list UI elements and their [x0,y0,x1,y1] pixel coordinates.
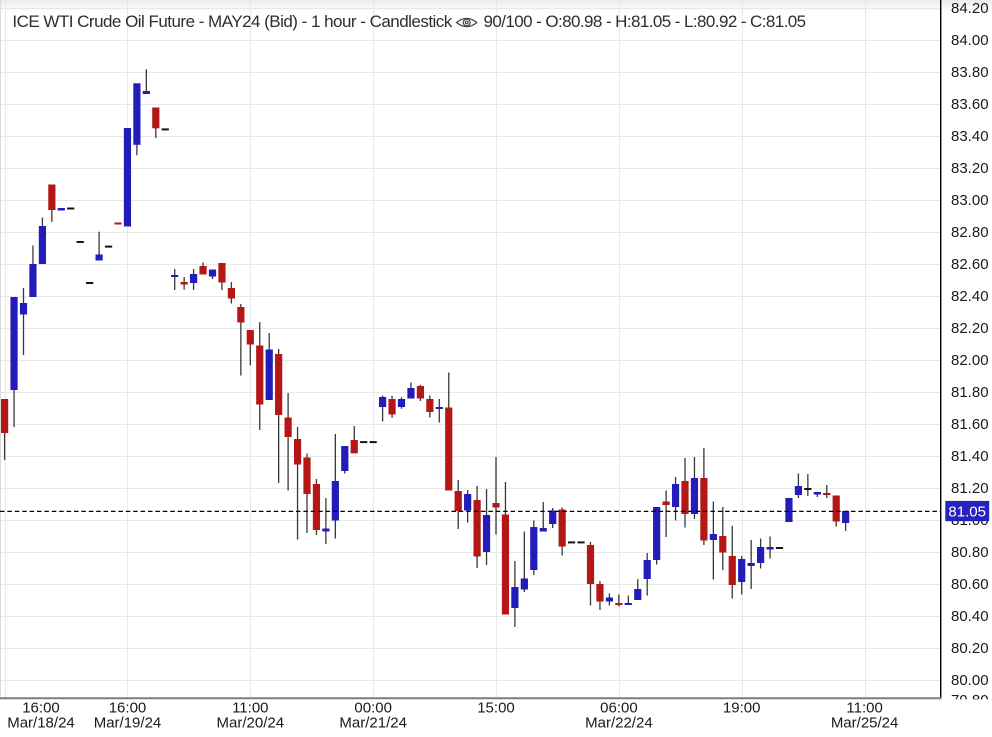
svg-text:81.80: 81.80 [951,384,989,401]
svg-text:80.60: 80.60 [951,576,989,593]
svg-text:83.40: 83.40 [951,128,989,145]
svg-text:84.00: 84.00 [951,32,989,49]
svg-text:82.60: 82.60 [951,256,989,273]
svg-text:80.40: 80.40 [951,608,989,625]
svg-text:82.80: 82.80 [951,224,989,241]
svg-text:81.60: 81.60 [951,416,989,433]
svg-text:15:00: 15:00 [477,700,515,717]
svg-text:84.20: 84.20 [951,0,989,17]
svg-text:81.40: 81.40 [951,448,989,465]
svg-text:Mar/19/24: Mar/19/24 [94,714,162,731]
svg-text:ICE WTI Crude Oil Future - MAY: ICE WTI Crude Oil Future - MAY24 (Bid) -… [12,12,452,31]
svg-text:Mar/20/24: Mar/20/24 [217,714,285,731]
svg-text:80.20: 80.20 [951,640,989,657]
svg-text:Mar/21/24: Mar/21/24 [339,714,407,731]
svg-text:83.80: 83.80 [951,64,989,81]
svg-text:Mar/25/24: Mar/25/24 [831,714,899,731]
svg-text:19:00: 19:00 [723,700,761,717]
svg-text:82.00: 82.00 [951,352,989,369]
svg-text:80.80: 80.80 [951,544,989,561]
svg-text:82.20: 82.20 [951,320,989,337]
svg-text:Mar/18/24: Mar/18/24 [7,714,75,731]
svg-text:Mar/22/24: Mar/22/24 [585,714,653,731]
svg-text:83.00: 83.00 [951,192,989,209]
svg-text:80.00: 80.00 [951,672,989,689]
svg-text:83.60: 83.60 [951,96,989,113]
svg-text:83.20: 83.20 [951,160,989,177]
svg-text:90/100 - O:80.98 - H:81.05 - L: 90/100 - O:80.98 - H:81.05 - L:80.92 - C… [484,12,806,31]
svg-text:82.40: 82.40 [951,288,989,305]
svg-text:81.20: 81.20 [951,480,989,497]
svg-text:81.05: 81.05 [948,503,986,520]
